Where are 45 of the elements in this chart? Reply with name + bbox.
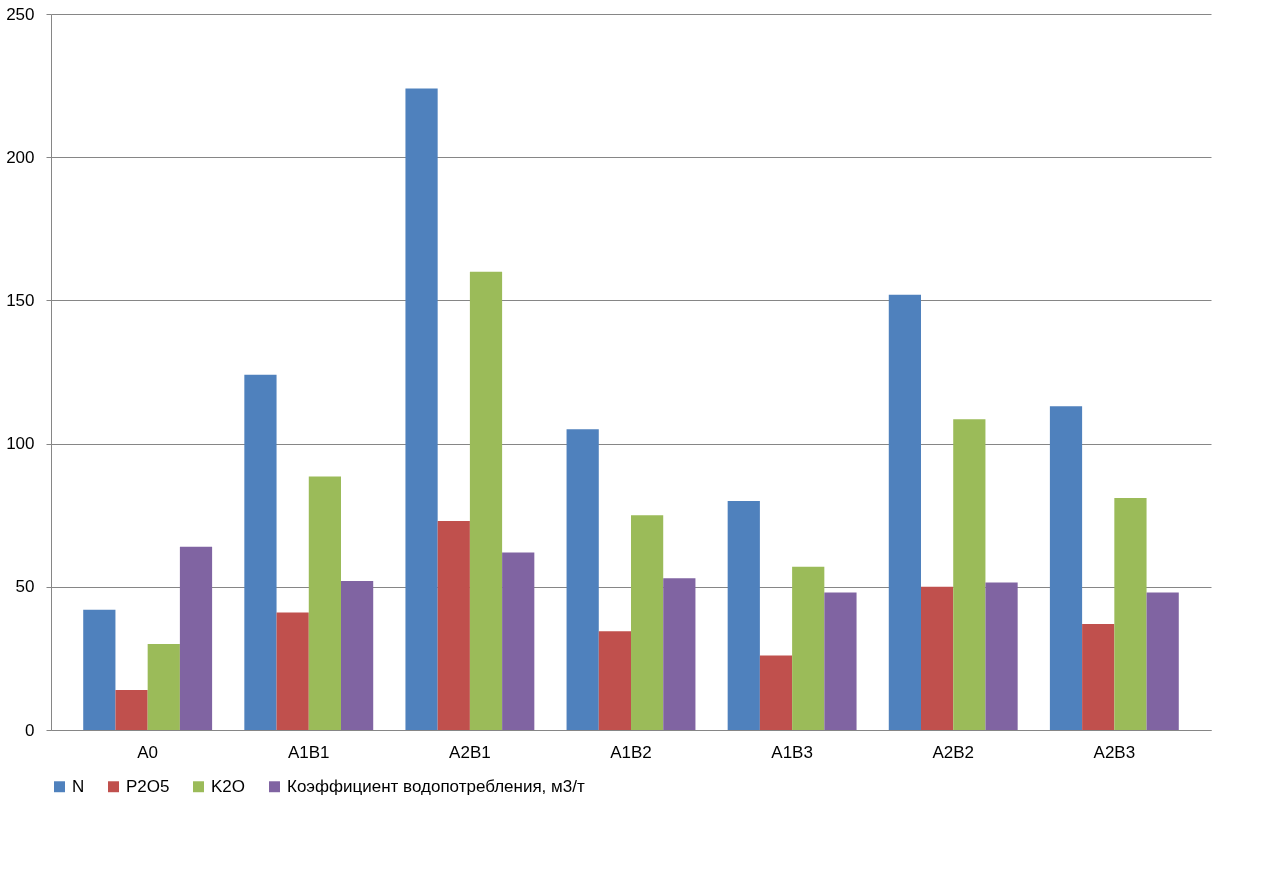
bar	[405, 88, 438, 730]
bar	[1049, 406, 1083, 730]
bar	[953, 419, 986, 730]
bar	[1082, 624, 1115, 730]
y-tick-label: 0	[25, 720, 35, 740]
bar	[83, 609, 116, 730]
bar	[179, 546, 213, 730]
bar	[1146, 592, 1179, 730]
bar	[824, 592, 857, 730]
bar	[985, 582, 1018, 730]
y-tick-label: 50	[15, 577, 35, 597]
bar	[469, 271, 503, 730]
bar	[276, 612, 309, 730]
x-tick-label: A1B1	[287, 742, 330, 762]
x-tick-label: A2B3	[1093, 742, 1136, 762]
bar	[308, 476, 341, 730]
legend-label: K2O	[211, 776, 246, 796]
bar	[792, 566, 825, 730]
y-tick-label: 250	[6, 4, 35, 24]
y-tick-label: 100	[6, 434, 35, 454]
y-tick-label: 150	[6, 290, 35, 310]
legend-label: N	[72, 776, 85, 796]
bar	[759, 655, 793, 730]
bar	[1114, 498, 1147, 730]
bar	[147, 644, 180, 730]
bar	[502, 552, 535, 730]
x-tick-label: A0	[137, 742, 159, 762]
bar	[921, 586, 954, 730]
x-tick-label: A2B2	[932, 742, 975, 762]
bar	[437, 520, 470, 730]
bar	[663, 578, 696, 730]
legend-label: P2O5	[126, 776, 170, 796]
legend-label: Коэффициент водопотребления, м3/т	[287, 776, 585, 796]
x-tick-label: A2B1	[449, 742, 491, 762]
x-tick-label: A1B2	[610, 742, 652, 762]
bar	[244, 374, 277, 730]
bar	[341, 581, 374, 730]
bar	[115, 689, 148, 730]
y-tick-label: 200	[6, 147, 35, 167]
bar	[566, 429, 599, 730]
bar	[888, 294, 921, 730]
bar	[598, 631, 631, 730]
bar	[727, 500, 760, 730]
bar	[631, 515, 664, 730]
x-tick-label: A1B3	[771, 742, 813, 762]
